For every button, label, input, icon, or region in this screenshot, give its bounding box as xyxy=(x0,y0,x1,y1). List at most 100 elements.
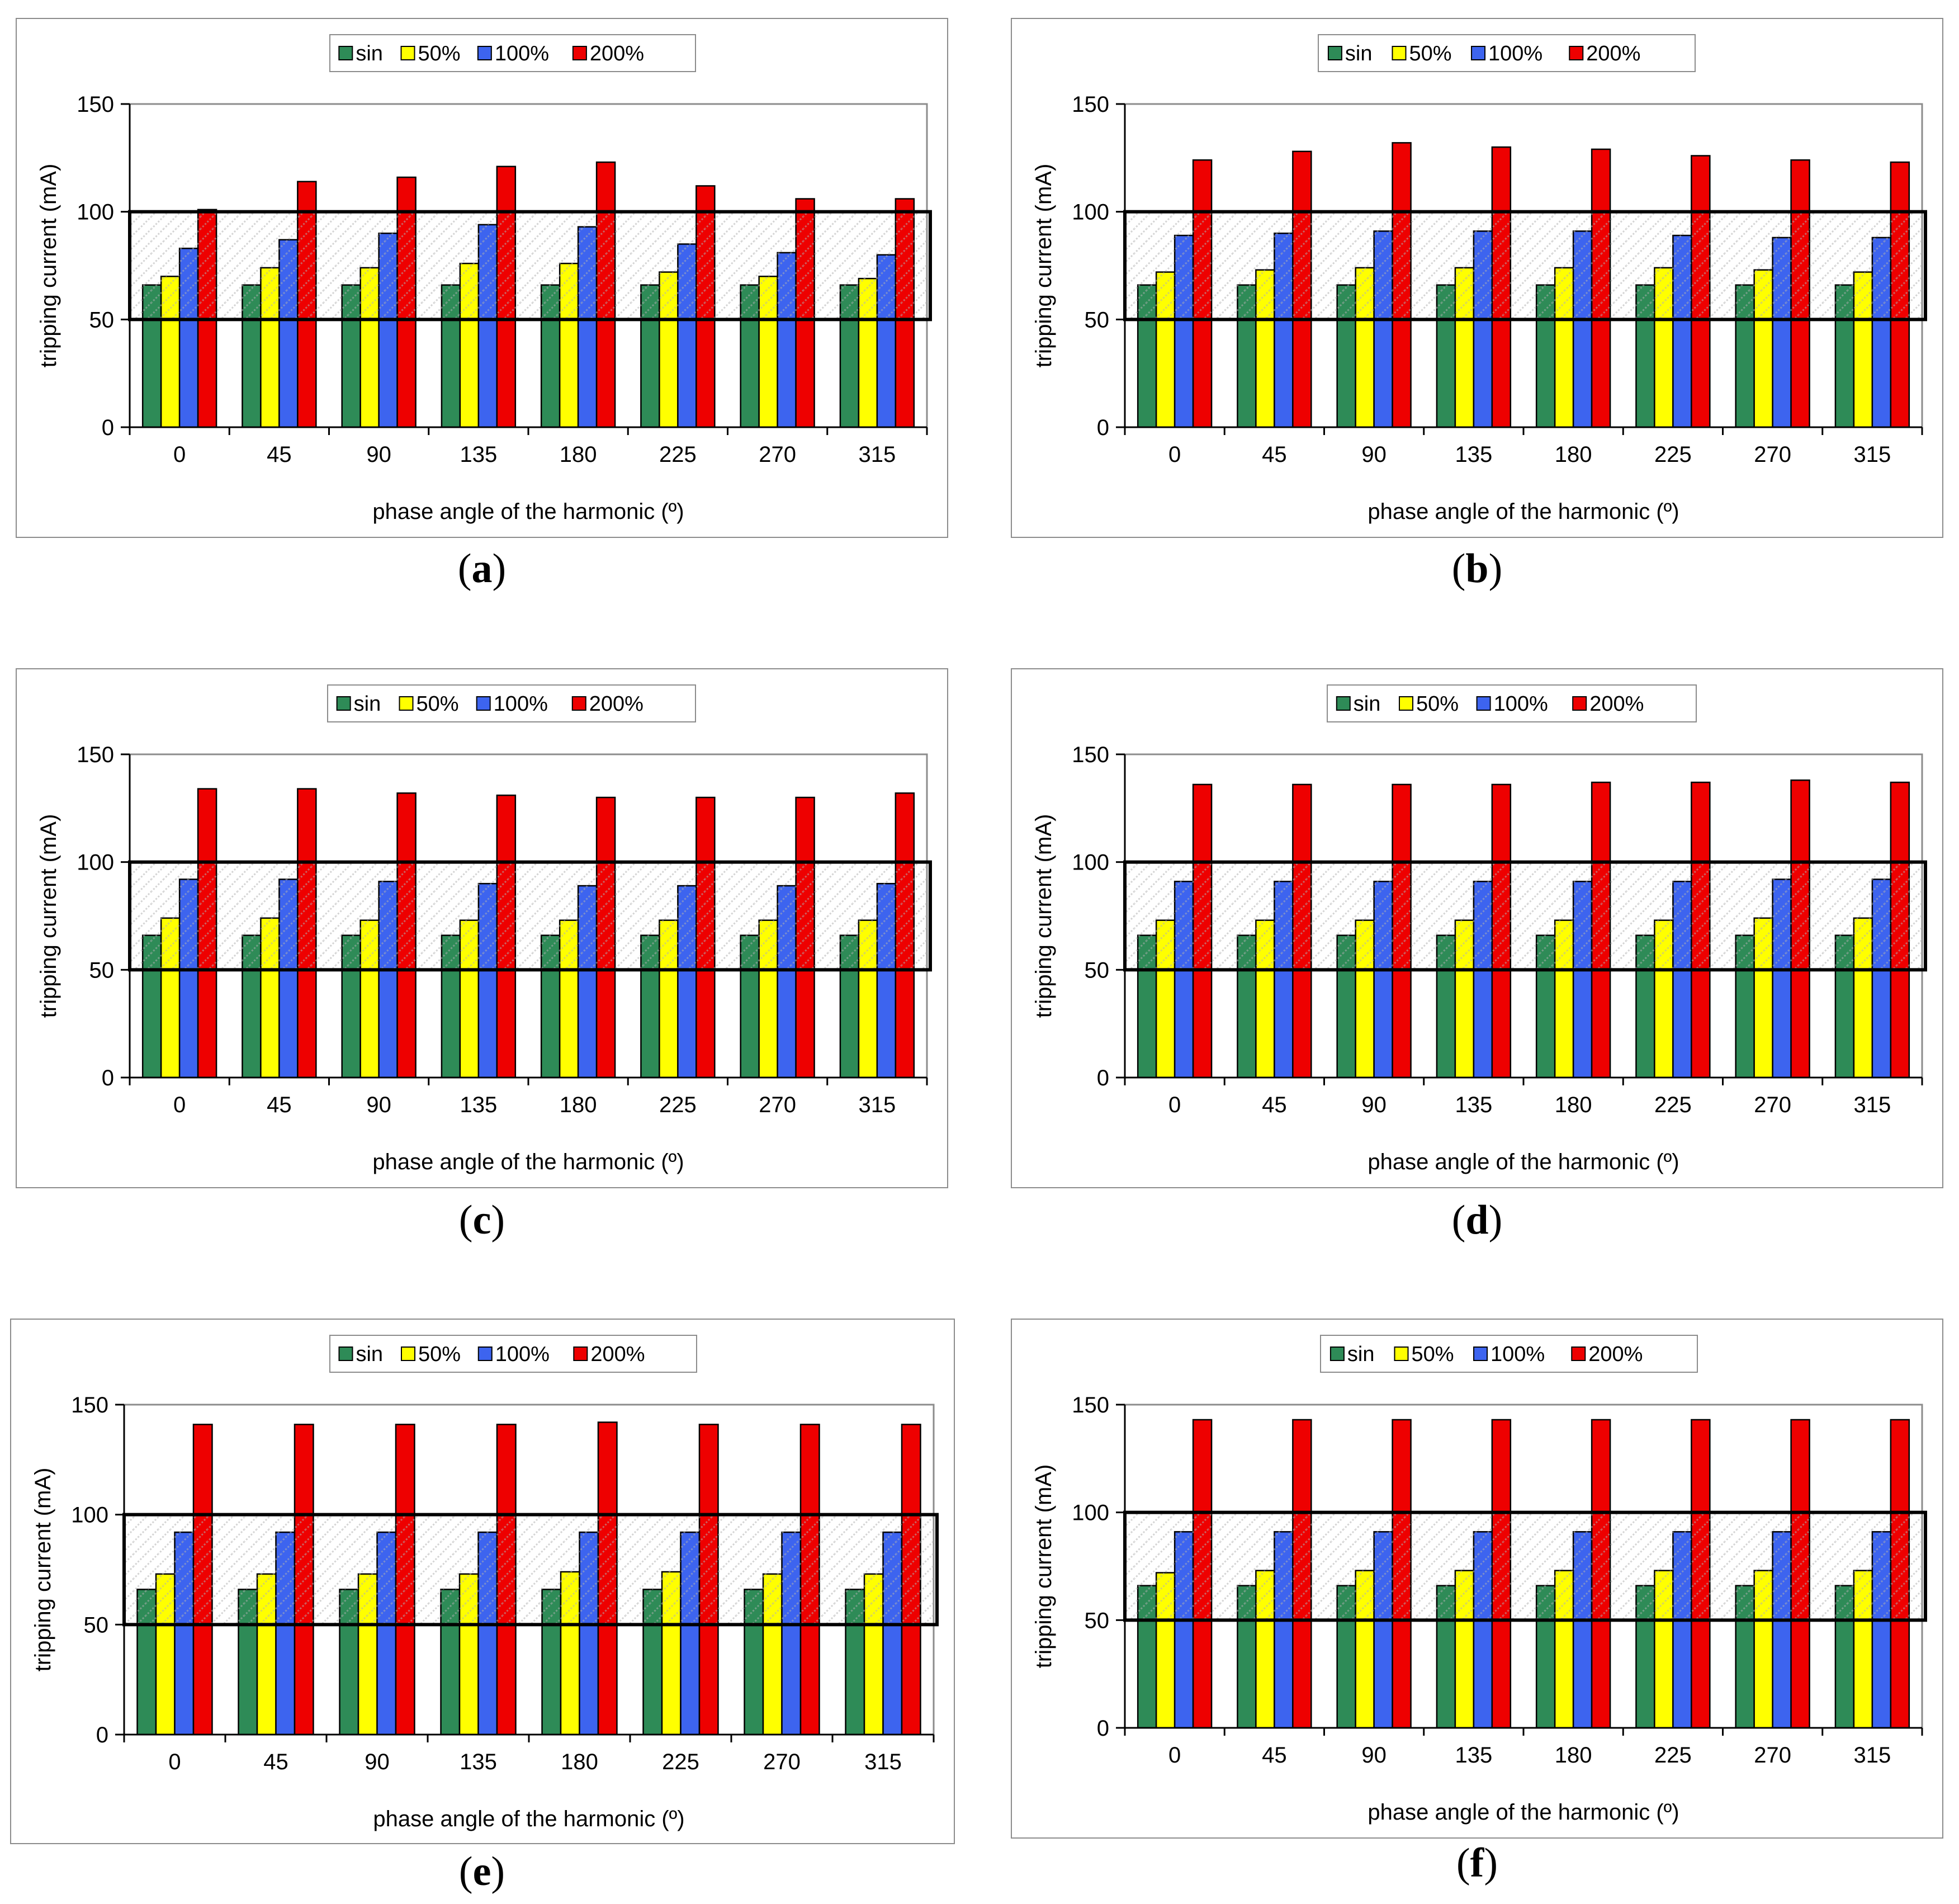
chart-svg-e: 0 50 100 150 0 45 90 135 180 225 270 315 phase angle… xyxy=(31,1335,939,1831)
caption-letter-b: b xyxy=(1465,546,1489,592)
y-tick-label-e-0: 0 xyxy=(96,1723,108,1747)
legend-swatch-b-50 xyxy=(1392,46,1407,60)
legend-swatch-c-50 xyxy=(399,696,414,711)
x-tick-label-b-0: 0 xyxy=(1168,442,1181,467)
legend-swatch-e-50 xyxy=(401,1346,415,1361)
y-tick-label-b-150: 150 xyxy=(1072,92,1109,117)
x-tick-label-a-315: 315 xyxy=(859,442,896,467)
x-tick-label-e-225: 225 xyxy=(662,1750,699,1774)
legend-d: sin 50% 100% 200% xyxy=(1327,684,1697,722)
x-tick-label-d-315: 315 xyxy=(1854,1093,1891,1117)
x-tick-label-f-0: 0 xyxy=(1168,1743,1181,1768)
caption-d: (d) xyxy=(1451,1197,1503,1243)
x-tick-label-f-315: 315 xyxy=(1854,1743,1891,1768)
x-tick-label-f-225: 225 xyxy=(1654,1743,1692,1768)
legend-swatch-d-50 xyxy=(1399,696,1413,711)
x-tick-label-b-180: 180 xyxy=(1555,442,1592,467)
y-tick-label-e-50: 50 xyxy=(84,1613,109,1637)
y-tick-label-d-150: 150 xyxy=(1072,743,1109,767)
x-tick-label-e-315: 315 xyxy=(864,1750,902,1774)
y-tick-label-b-100: 100 xyxy=(1072,200,1109,225)
caption-letter-a: a xyxy=(471,546,493,592)
legend-swatch-f-50 xyxy=(1394,1346,1409,1361)
x-tick-label-a-90: 90 xyxy=(366,442,391,467)
x-tick-label-a-225: 225 xyxy=(659,442,697,467)
y-tick-label-e-100: 100 xyxy=(71,1503,108,1528)
x-tick-label-d-135: 135 xyxy=(1455,1093,1493,1117)
x-tick-label-b-135: 135 xyxy=(1455,442,1493,467)
x-tick-label-c-180: 180 xyxy=(560,1093,597,1117)
x-tick-label-c-315: 315 xyxy=(859,1093,896,1117)
legend-label-a-200: 200% xyxy=(590,42,644,65)
x-tick-label-e-0: 0 xyxy=(168,1750,181,1774)
x-tick-label-c-270: 270 xyxy=(759,1093,796,1117)
y-axis-title-f: tripping current (mA) xyxy=(1031,1464,1056,1669)
x-tick-label-e-135: 135 xyxy=(460,1750,497,1774)
legend-box-d xyxy=(1327,684,1697,722)
x-tick-label-f-135: 135 xyxy=(1455,1743,1493,1768)
legend-label-d-100: 100% xyxy=(1494,692,1548,716)
x-tick-label-b-90: 90 xyxy=(1361,442,1387,467)
y-tick-label-f-100: 100 xyxy=(1072,1501,1109,1525)
legend-label-a-100: 100% xyxy=(495,42,549,65)
y-tick-label-a-50: 50 xyxy=(89,308,115,332)
legend-swatch-a-sin xyxy=(338,46,353,60)
x-tick-label-d-90: 90 xyxy=(1361,1093,1387,1117)
legend-label-b-sin: sin xyxy=(1345,42,1373,65)
y-tick-label-b-50: 50 xyxy=(1085,308,1110,332)
x-tick-label-b-225: 225 xyxy=(1654,442,1692,467)
y-tick-label-d-50: 50 xyxy=(1085,958,1110,982)
legend-label-b-100: 100% xyxy=(1488,42,1542,65)
caption-f: (f) xyxy=(1456,1840,1498,1886)
legend-swatch-b-100 xyxy=(1471,46,1486,60)
x-axis-title-f: phase angle of the harmonic (º) xyxy=(1367,1800,1679,1825)
chart-svg-c: 0 50 100 150 0 45 90 135 180 225 270 315 phase angle… xyxy=(36,684,932,1174)
legend-b: sin 50% 100% 200% xyxy=(1318,34,1696,72)
x-tick-label-a-135: 135 xyxy=(460,442,498,467)
y-tick-label-a-100: 100 xyxy=(77,200,114,225)
legend-swatch-c-200 xyxy=(571,696,586,711)
legend-label-f-sin: sin xyxy=(1347,1343,1375,1366)
chart-svg-d: 0 50 100 150 0 45 90 135 180 225 270 315 phase angle… xyxy=(1031,684,1927,1174)
caption-letter-e: e xyxy=(472,1849,491,1894)
x-tick-label-b-45: 45 xyxy=(1262,442,1287,467)
legend-swatch-d-100 xyxy=(1476,696,1491,711)
legend-swatch-b-sin xyxy=(1327,46,1342,60)
y-tick-label-a-0: 0 xyxy=(102,415,114,440)
x-tick-label-d-225: 225 xyxy=(1654,1093,1692,1117)
x-tick-label-e-45: 45 xyxy=(263,1750,288,1774)
x-tick-label-f-180: 180 xyxy=(1555,1743,1592,1768)
y-tick-label-b-0: 0 xyxy=(1097,415,1109,440)
chart-panel-f: 0 50 100 150 0 45 90 135 180 225 270 315 phase angle… xyxy=(1011,1319,1943,1839)
chart-panel-e: 0 50 100 150 0 45 90 135 180 225 270 315 phase angle… xyxy=(10,1319,955,1844)
x-tick-label-a-180: 180 xyxy=(560,442,597,467)
legend-label-e-200: 200% xyxy=(590,1343,645,1366)
legend-box-c xyxy=(327,684,696,722)
chart-panel-d: 0 50 100 150 0 45 90 135 180 225 270 315 phase angle… xyxy=(1011,668,1943,1188)
y-tick-label-f-50: 50 xyxy=(1085,1608,1110,1633)
x-tick-label-c-90: 90 xyxy=(366,1093,391,1117)
legend-label-e-sin: sin xyxy=(356,1343,383,1366)
x-tick-label-d-270: 270 xyxy=(1754,1093,1791,1117)
band-hatch-a xyxy=(130,211,927,320)
x-tick-label-f-90: 90 xyxy=(1361,1743,1387,1768)
caption-c: (c) xyxy=(458,1197,505,1243)
chart-panel-a: 0 50 100 150 0 45 90 135 180 225 270 315 phase angle… xyxy=(16,18,948,538)
y-tick-label-e-150: 150 xyxy=(71,1393,108,1418)
legend-label-a-sin: sin xyxy=(356,42,383,65)
x-axis-title-c: phase angle of the harmonic (º) xyxy=(372,1150,684,1174)
x-tick-label-a-45: 45 xyxy=(267,442,292,467)
legend-label-d-200: 200% xyxy=(1589,692,1644,716)
x-tick-label-c-135: 135 xyxy=(460,1093,498,1117)
legend-label-c-50: 50% xyxy=(417,692,459,716)
x-axis-title-a: phase angle of the harmonic (º) xyxy=(372,499,684,524)
legend-swatch-e-sin xyxy=(338,1346,353,1361)
y-tick-label-d-100: 100 xyxy=(1072,851,1109,875)
caption-letter-d: d xyxy=(1465,1197,1489,1243)
legend-swatch-c-sin xyxy=(336,696,351,711)
legend-label-e-50: 50% xyxy=(418,1343,461,1366)
x-axis-title-e: phase angle of the harmonic (º) xyxy=(373,1807,684,1831)
x-tick-label-b-315: 315 xyxy=(1854,442,1891,467)
x-tick-label-d-45: 45 xyxy=(1262,1093,1287,1117)
legend-f: sin 50% 100% 200% xyxy=(1320,1335,1698,1373)
